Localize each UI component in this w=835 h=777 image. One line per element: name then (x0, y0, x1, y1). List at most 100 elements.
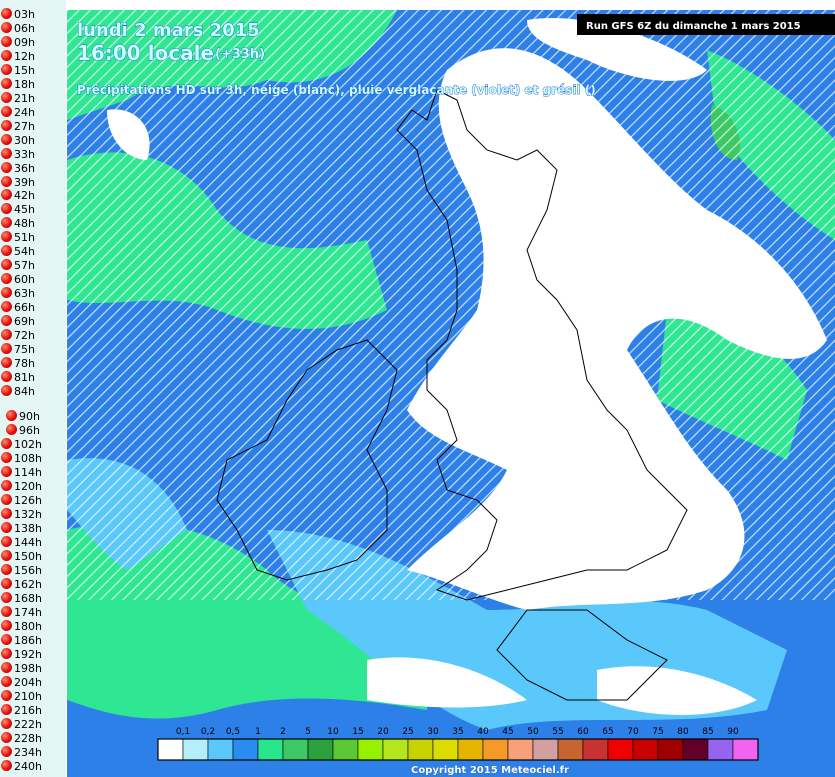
timestep-link[interactable]: 15h (1, 63, 35, 77)
timestep-link[interactable]: 78h (1, 357, 35, 370)
timestep-link[interactable]: 144h (1, 536, 42, 549)
legend-swatch (732, 738, 759, 761)
timestep-link[interactable]: 174h (1, 606, 42, 619)
timestep-link[interactable]: 132h (1, 508, 42, 521)
timestep-label: 192h (14, 648, 42, 661)
timestep-dot (1, 522, 12, 533)
legend-swatch (607, 738, 634, 761)
timestep-link[interactable]: 186h (1, 634, 42, 647)
timestep-link[interactable]: 210h (1, 690, 42, 703)
timestep-link[interactable]: 150h (1, 550, 42, 563)
timestep-link[interactable]: 114h (1, 466, 42, 479)
timestep-label: 30h (14, 133, 35, 147)
timestep-link[interactable]: 222h (1, 718, 42, 731)
timestep-link[interactable]: 54h (1, 245, 35, 258)
timestep-link[interactable]: 06h (1, 21, 35, 35)
timestep-link[interactable]: 24h (1, 105, 35, 119)
timestep-link[interactable]: 36h (1, 161, 35, 175)
timestep-dot (1, 620, 12, 631)
copyright: Copyright 2015 Meteociel.fr (411, 765, 569, 776)
timestep-label: 39h (14, 175, 35, 189)
timestep-dot (1, 301, 12, 313)
map-date: lundi 2 mars 2015 (77, 20, 260, 41)
legend-swatch (357, 738, 384, 761)
timestep-link[interactable]: 120h (1, 480, 42, 493)
timestep-label: 48h (14, 217, 35, 231)
timestep-link[interactable]: 63h (1, 287, 35, 300)
legend-label: 85 (702, 727, 713, 737)
timestep-dot (1, 21, 12, 33)
timestep-link[interactable]: 228h (1, 732, 42, 745)
timestep-link[interactable]: 168h (1, 592, 42, 605)
timestep-dot (1, 217, 12, 229)
timestep-link[interactable]: 102h (1, 438, 42, 451)
timestep-dot (1, 578, 12, 589)
timestep-dot (1, 91, 12, 103)
timestep-link[interactable]: 108h (1, 452, 42, 465)
timestep-link[interactable]: 21h (1, 91, 35, 105)
timestep-link[interactable]: 39h (1, 175, 35, 189)
timestep-link[interactable]: 90h (6, 410, 40, 423)
timestep-link[interactable]: 192h (1, 648, 42, 661)
timestep-link[interactable]: 48h (1, 217, 35, 230)
timestep-label: 180h (14, 620, 42, 633)
timestep-link[interactable]: 69h (1, 315, 35, 328)
timestep-dot (1, 245, 12, 257)
legend-label: 70 (627, 727, 639, 737)
timestep-dot (1, 466, 12, 477)
timestep-link[interactable]: 234h (1, 746, 42, 759)
timestep-dot (1, 384, 12, 396)
timestep-link[interactable]: 216h (1, 704, 42, 717)
timestep-link[interactable]: 51h (1, 231, 35, 244)
timestep-label: 69h (14, 315, 35, 329)
timestep-link[interactable]: 66h (1, 301, 35, 314)
timestep-link[interactable]: 180h (1, 620, 42, 633)
timestep-label: 54h (14, 245, 35, 259)
timestep-dot (1, 231, 12, 243)
timestep-link[interactable]: 126h (1, 494, 42, 507)
timestep-link[interactable]: 12h (1, 49, 35, 63)
timestep-label: 45h (14, 203, 35, 217)
timestep-link[interactable]: 75h (1, 343, 35, 356)
timestep-link[interactable]: 18h (1, 77, 35, 91)
timestep-dot (1, 105, 12, 117)
timestep-label: 222h (14, 718, 42, 731)
legend-swatch (657, 738, 684, 761)
timestep-label: 228h (14, 732, 42, 745)
timestep-dot (1, 161, 12, 173)
timestep-link[interactable]: 96h (6, 424, 40, 437)
legend-label: 0,5 (226, 727, 240, 737)
timestep-link[interactable]: 138h (1, 522, 42, 535)
legend-swatch (532, 738, 559, 761)
timestep-link[interactable]: 42h (1, 189, 35, 202)
timestep-dot (1, 550, 12, 561)
timestep-link[interactable]: 27h (1, 119, 35, 133)
timestep-link[interactable]: 204h (1, 676, 42, 689)
timestep-link[interactable]: 60h (1, 273, 35, 286)
timestep-label: 63h (14, 287, 35, 301)
timestep-link[interactable]: 81h (1, 370, 35, 384)
timestep-dot (1, 760, 12, 771)
legend-swatch (182, 738, 209, 761)
legend-label: 45 (502, 727, 513, 737)
timestep-link[interactable]: 09h (1, 35, 35, 49)
timestep-link[interactable]: 33h (1, 147, 35, 161)
timestep-link[interactable]: 72h (1, 329, 35, 342)
timestep-link[interactable]: 240h (1, 760, 42, 773)
timestep-link[interactable]: 03h (1, 8, 35, 21)
timestep-link[interactable]: 162h (1, 578, 42, 591)
timestep-link[interactable]: 156h (1, 564, 42, 577)
timestep-dot (1, 189, 12, 201)
timestep-link[interactable]: 198h (1, 662, 42, 675)
timestep-dot (1, 564, 12, 575)
timestep-link[interactable]: 45h (1, 203, 35, 216)
timestep-link[interactable]: 84h (1, 384, 35, 398)
timestep-label: 36h (14, 161, 35, 175)
legend-swatch (207, 738, 234, 761)
timestep-label: 06h (14, 21, 35, 35)
timestep-link[interactable]: 30h (1, 133, 35, 147)
timestep-label: 216h (14, 704, 42, 717)
timestep-link[interactable]: 57h (1, 259, 35, 272)
legend-label: 35 (452, 727, 463, 737)
